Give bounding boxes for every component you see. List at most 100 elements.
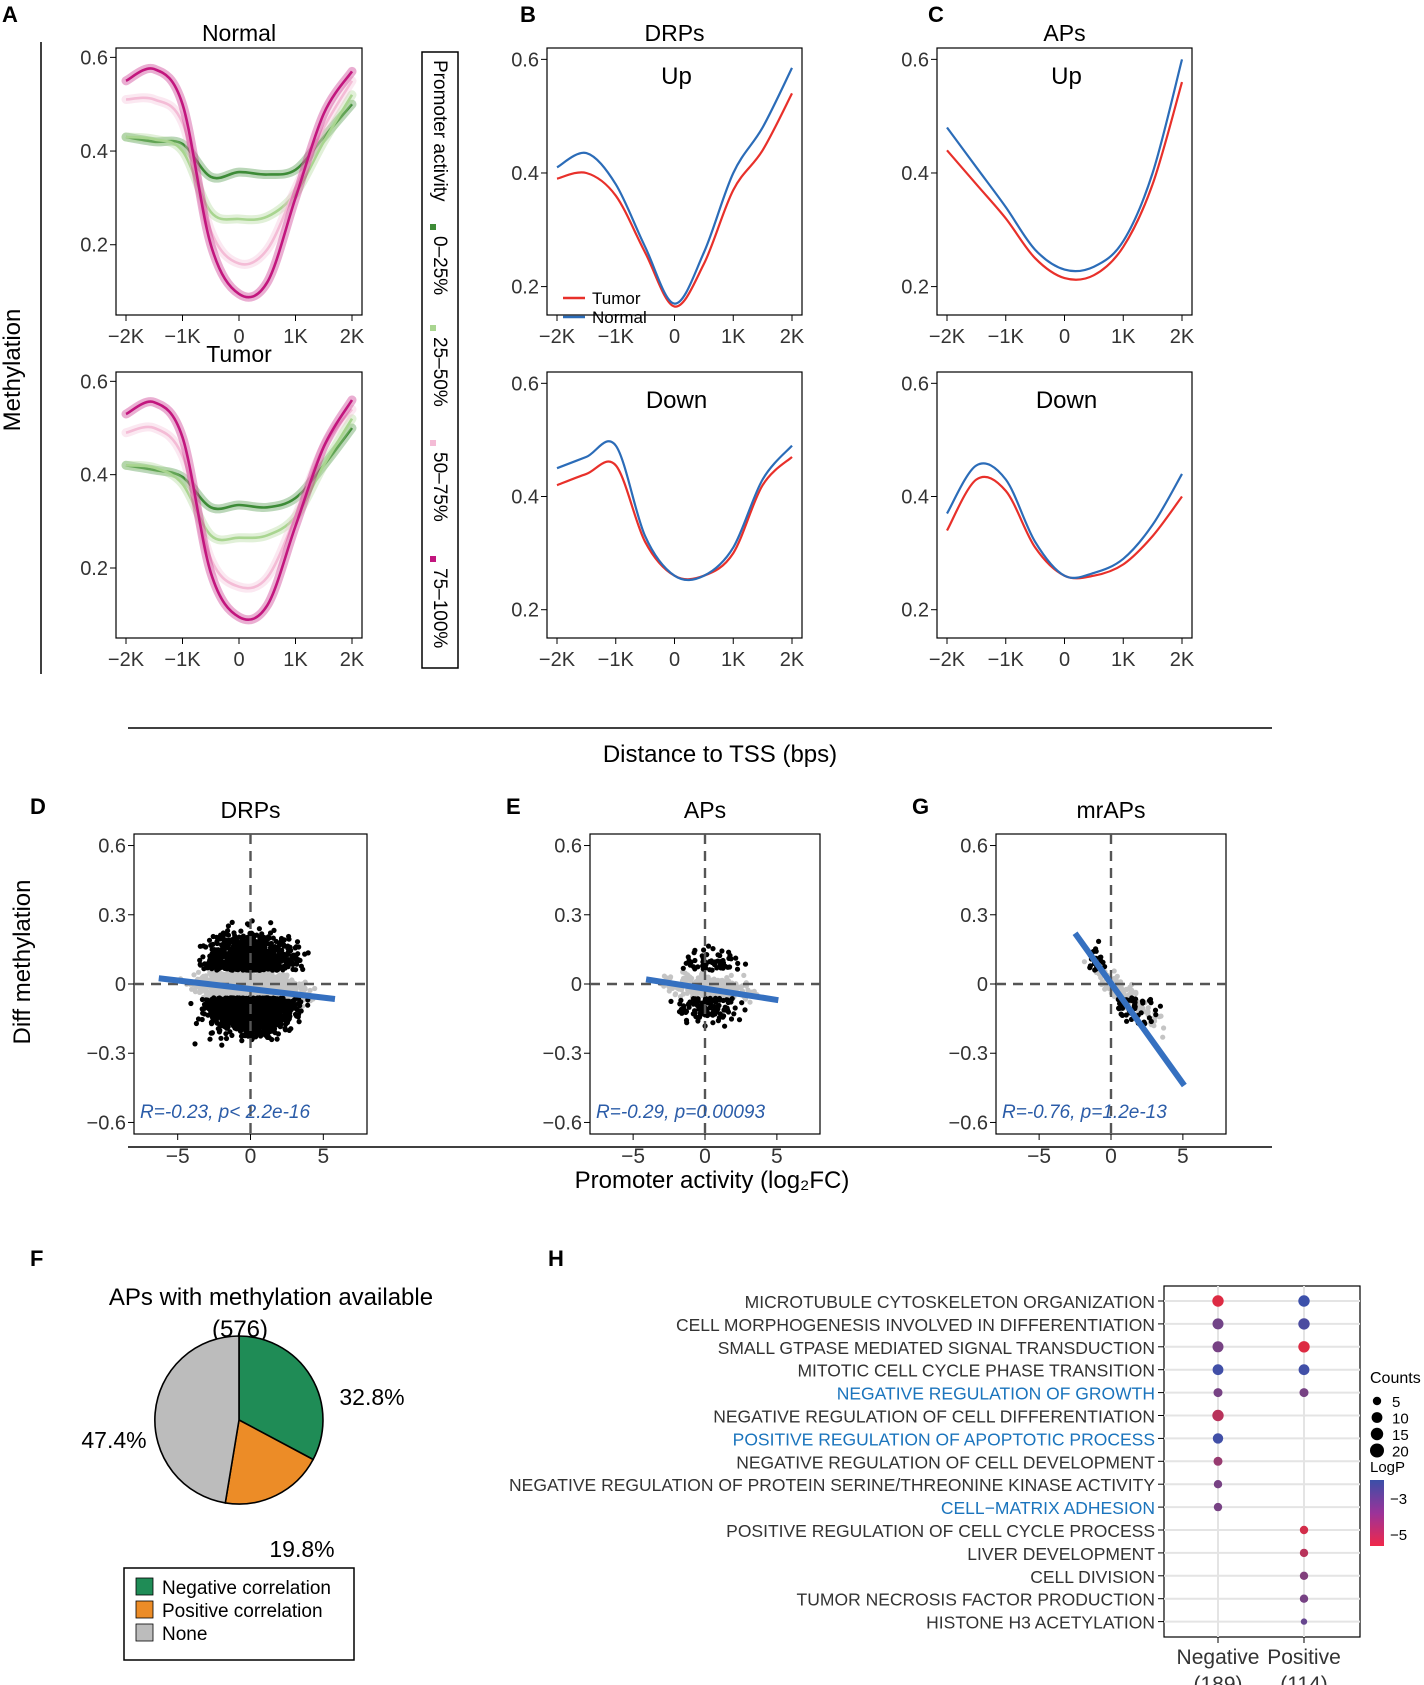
scatter-point-black xyxy=(1148,1000,1154,1006)
x-tick-label: −2K xyxy=(539,649,576,671)
x-tick-label: 1K xyxy=(721,326,746,348)
scatter-point-black xyxy=(209,951,215,957)
legend-swatch xyxy=(430,224,436,230)
scatter-point-black xyxy=(287,1013,293,1019)
dot-negative xyxy=(1213,1388,1223,1398)
scatter-point-grey xyxy=(302,986,308,992)
scatter-point-black xyxy=(242,1013,248,1019)
scatter-point-grey xyxy=(200,973,207,979)
scatter-point-black xyxy=(225,923,231,929)
scatter-point-grey xyxy=(672,991,679,997)
y-tick-label: 0.6 xyxy=(80,47,108,69)
x-tick-label: 0 xyxy=(1105,1145,1117,1168)
dot-negative xyxy=(1213,1502,1223,1512)
scatter-point-black xyxy=(243,1023,249,1029)
scatter-point-grey xyxy=(215,972,222,979)
plot-frame xyxy=(546,47,803,316)
scatter-point-black xyxy=(253,1027,259,1033)
column-count: (189) xyxy=(1193,1673,1242,1685)
scatter-point-grey xyxy=(195,969,202,975)
scatter-point-black xyxy=(225,932,232,938)
scatter-point-black xyxy=(205,1012,211,1018)
scatter-point-black xyxy=(735,960,741,967)
scatter-point-grey xyxy=(248,980,255,986)
scatter-point-grey xyxy=(224,977,230,984)
scatter-point-black xyxy=(277,940,283,946)
dot-positive xyxy=(1299,1548,1309,1558)
pie-slice-label: 19.8% xyxy=(269,1536,334,1562)
scatter-point-black xyxy=(282,1025,288,1031)
y-tick-label: 0.6 xyxy=(960,836,988,858)
scatter-point-grey xyxy=(1081,959,1087,965)
scatter-point-black xyxy=(267,945,274,951)
x-tick-label: −2K xyxy=(929,649,966,671)
chart-title: DRPs xyxy=(220,797,280,823)
correlation-annotation: R=-0.29, p=0.00093 xyxy=(596,1102,765,1123)
scatter-point-black xyxy=(1140,999,1146,1005)
scatter-point-black xyxy=(265,965,271,971)
scatter-point-black xyxy=(274,996,280,1002)
scatter-point-black xyxy=(226,958,232,965)
scatter-point-black xyxy=(260,995,266,1001)
legend-entry: 25–50% xyxy=(429,337,450,407)
correlation-annotation: R=-0.76, p=1.2e-13 xyxy=(1002,1102,1167,1123)
scatter-point-black xyxy=(229,995,235,1001)
go-term-label: NEGATIVE REGULATION OF CELL DEVELOPMENT xyxy=(736,1452,1155,1472)
y-tick-label: 0.2 xyxy=(511,600,539,622)
scatter-point-black xyxy=(263,949,269,955)
scatter-point-black xyxy=(286,933,292,940)
scatter-point-grey xyxy=(215,988,221,994)
pie-title: APs with methylation available xyxy=(109,1284,433,1311)
dot-negative xyxy=(1212,1364,1224,1376)
scatter-point-grey xyxy=(741,972,747,979)
legend-a-title: Promoter activity xyxy=(429,60,450,202)
scatter-point-grey xyxy=(747,999,753,1005)
scatter-point-grey xyxy=(220,971,226,977)
scatter-point-black xyxy=(726,949,732,955)
series-line-25–50% xyxy=(125,94,354,222)
legend-label: Tumor xyxy=(592,289,641,308)
scatter-point-black xyxy=(236,934,242,940)
scatter-point-black xyxy=(210,1017,216,1023)
y-tick-label: 0.2 xyxy=(80,235,108,257)
scatter-point-grey xyxy=(240,972,246,978)
scatter-point-black xyxy=(705,943,712,949)
scatter-point-black xyxy=(1124,1018,1130,1024)
scatter-point-black xyxy=(207,1036,213,1042)
x-tick-label: 1K xyxy=(283,326,308,348)
scatter-point-black xyxy=(240,958,246,964)
scatter-point-black xyxy=(240,933,246,939)
legend-swatch-none xyxy=(135,1623,154,1642)
scatter-point-black xyxy=(230,1003,236,1009)
scatter-point-black xyxy=(727,964,733,970)
x-tick-label: 0 xyxy=(1059,649,1070,671)
x-tick-label: −2K xyxy=(108,326,145,348)
scatter-point-black xyxy=(275,1031,281,1037)
scatter-point-black xyxy=(717,997,723,1003)
scatter-point-black xyxy=(1116,1005,1122,1011)
scatter-point-black xyxy=(256,926,262,932)
dot-negative xyxy=(1212,1341,1224,1353)
legend-swatch xyxy=(430,440,436,446)
go-term-label: NEGATIVE REGULATION OF CELL DIFFERENTIAT… xyxy=(713,1407,1155,1427)
go-term-label: MICROTUBULE CYTOSKELETON ORGANIZATION xyxy=(745,1292,1155,1312)
scatter-point-black xyxy=(302,951,308,957)
scatter-point-black xyxy=(268,920,274,926)
x-tick-label: 2K xyxy=(780,649,805,671)
scatter-point-black xyxy=(254,1008,260,1014)
scatter-point-black xyxy=(270,935,276,941)
scatter-point-black xyxy=(274,1036,280,1042)
scatter-point-black xyxy=(221,1007,227,1013)
logp-tick-label: −5 xyxy=(1390,1527,1407,1544)
series-line-Normal xyxy=(946,59,1184,273)
diff-methylation-axis-label: Diff methylation xyxy=(9,880,36,1045)
scatter-point-black xyxy=(262,1000,268,1007)
y-tick-label: −0.3 xyxy=(87,1043,126,1065)
y-tick-label: 0.6 xyxy=(554,836,582,858)
scatter-point-black xyxy=(287,948,293,954)
scatter-point-black xyxy=(288,959,294,965)
